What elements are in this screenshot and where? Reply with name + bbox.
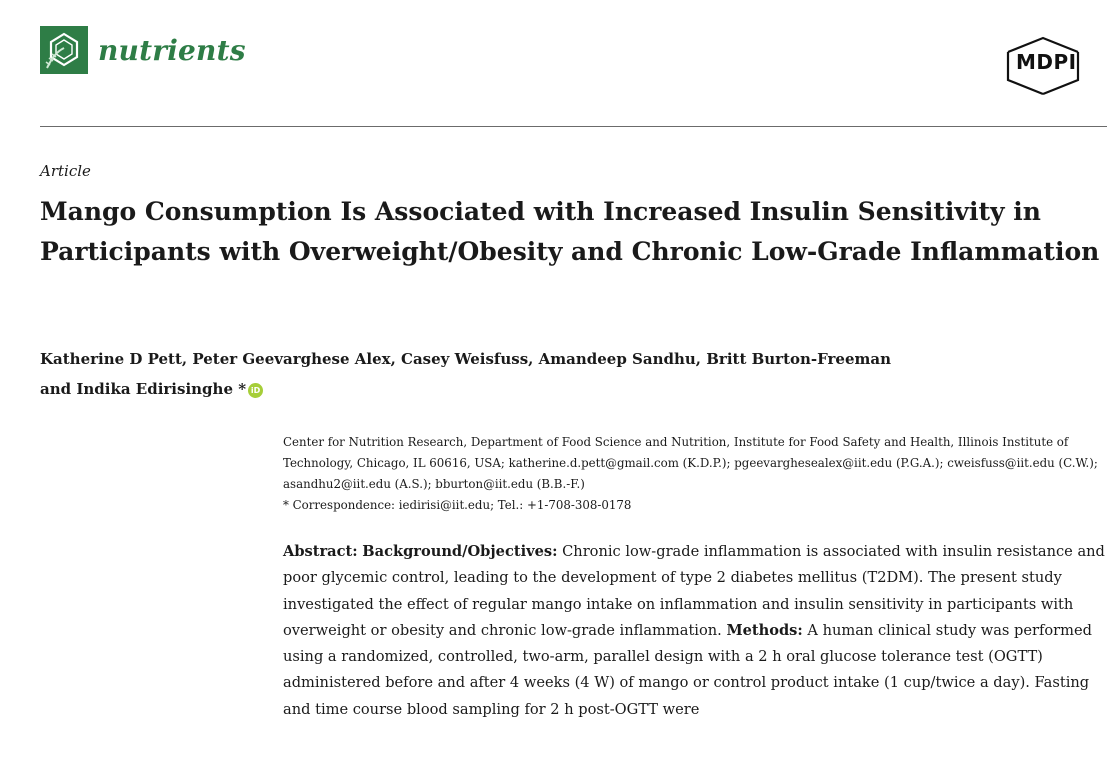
article-type: Article xyxy=(40,162,91,180)
article-title: Mango Consumption Is Associated with Inc… xyxy=(40,197,1100,266)
affiliation-text: Center for Nutrition Research, Departmen… xyxy=(283,435,1098,491)
orcid-icon[interactable]: iD xyxy=(248,383,264,398)
corresponding-marker: * xyxy=(233,380,247,398)
author-list: Katherine D Pett, Peter Geevarghese Alex… xyxy=(40,344,1040,404)
journal-logo[interactable]: nutrients xyxy=(40,26,246,74)
abstract: Abstract: Background/Objectives: Chronic… xyxy=(283,539,1105,723)
publisher-name: MDPI xyxy=(1016,50,1077,74)
affiliation-block: Center for Nutrition Research, Departmen… xyxy=(283,432,1103,516)
journal-name: nutrients xyxy=(98,33,246,67)
publisher-badge-icon xyxy=(1006,36,1080,96)
abstract-background-text: Chronic low-grade inflammation is associ… xyxy=(283,543,1105,639)
authors-line-2: and Indika Edirisinghe xyxy=(40,380,233,398)
abstract-label: Abstract: xyxy=(283,543,358,560)
abstract-background-label: Background/Objectives: xyxy=(362,543,558,560)
journal-header: nutrients MDPI xyxy=(0,0,1107,128)
header-divider xyxy=(40,126,1107,127)
correspondence-line: * Correspondence: iedirisi@iit.edu; Tel.… xyxy=(283,498,632,512)
abstract-methods-label: Methods: xyxy=(726,621,803,639)
journal-emblem-icon xyxy=(40,26,88,74)
authors-line-1: Katherine D Pett, Peter Geevarghese Alex… xyxy=(40,350,892,368)
abstract-methods-text: A human clinical study was performed usi… xyxy=(283,621,1092,718)
publisher-logo[interactable]: MDPI xyxy=(1004,36,1082,96)
